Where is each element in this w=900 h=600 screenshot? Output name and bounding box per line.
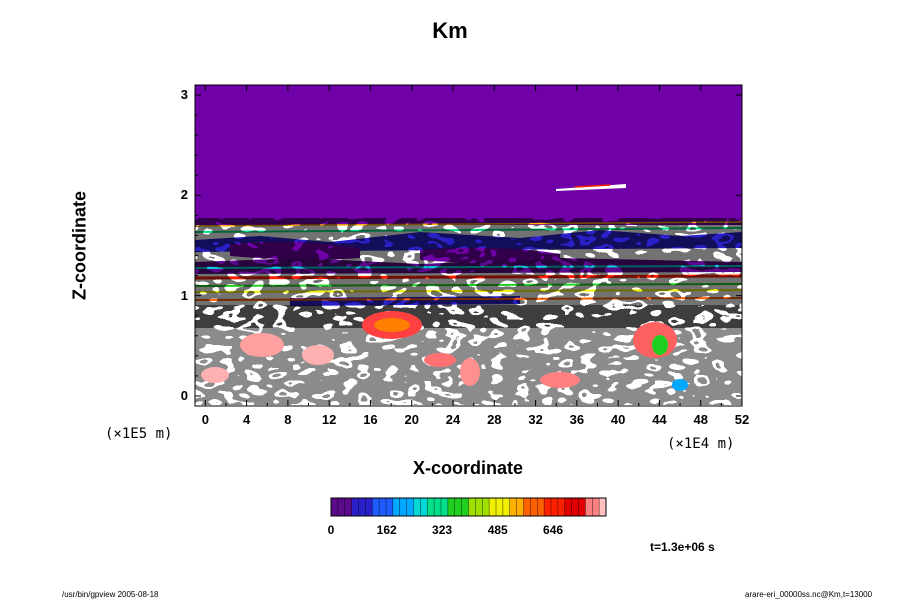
colorbar-tick-label: 323	[432, 523, 453, 537]
x-unit-label: (×1E4 m)	[667, 436, 735, 452]
colorbar-swatch	[523, 498, 531, 516]
x-tick-label: 20	[404, 412, 419, 427]
colorbar-swatch	[406, 498, 414, 516]
x-tick-label: 8	[284, 412, 292, 427]
z-unit-label: (×1E5 m)	[105, 426, 173, 442]
x-axis-label: X-coordinate	[412, 458, 523, 478]
y-tick-label: 0	[180, 387, 188, 403]
y-tick-label: 2	[180, 187, 188, 203]
colorbar-swatch	[509, 498, 518, 516]
y-tick-label: 3	[180, 87, 188, 103]
colorbar-tick-label: 485	[487, 523, 508, 537]
colorbar-swatch	[351, 498, 359, 516]
y-axis-label: Z-coordinate	[69, 191, 90, 301]
y-tick-label: 1	[180, 287, 188, 303]
colorbar-frame	[330, 497, 607, 517]
colorbar-tick-label: 0	[327, 523, 335, 537]
colorbar-swatch	[585, 498, 593, 516]
x-tick-label: 36	[569, 412, 585, 427]
colorbar-swatch	[427, 498, 435, 516]
colorbar-swatch	[344, 498, 353, 516]
colorbar-swatch	[372, 498, 380, 516]
colorbar-swatch	[564, 498, 573, 516]
colorbar-swatch	[454, 498, 463, 516]
colorbar-swatch	[475, 498, 483, 516]
colorbar-swatch	[551, 498, 559, 516]
colorbar-swatch	[502, 498, 511, 516]
y-axis-ticks	[195, 94, 742, 397]
x-tick-label: 24	[445, 412, 461, 427]
colorbar-swatch	[365, 498, 373, 516]
colorbar-swatch	[537, 498, 545, 516]
x-tick-label: 32	[528, 412, 543, 427]
colorbar-swatch	[557, 498, 566, 516]
colorbar-swatch	[441, 498, 449, 516]
colorbar	[330, 497, 607, 517]
footer-right: arare-eri_00000ss.nc@Km,t=13000	[745, 590, 873, 599]
colorbar-swatch	[379, 498, 387, 516]
colorbar-swatch	[482, 498, 490, 516]
colorbar-swatch	[544, 498, 552, 516]
x-tick-label: 44	[652, 412, 667, 427]
colorbar-swatch	[530, 498, 538, 516]
upper-layer-region	[195, 85, 742, 225]
colorbar-swatch	[468, 498, 476, 516]
colorbar-swatch	[434, 498, 442, 516]
colorbar-swatch	[461, 498, 469, 516]
colorbar-swatch	[399, 498, 408, 516]
time-label: t=1.3e+06 s	[650, 540, 715, 554]
colorbar-swatch	[578, 498, 586, 516]
x-tick-label: 16	[363, 412, 378, 427]
plot-frame	[194, 84, 743, 407]
x-tick-label: 12	[321, 412, 337, 427]
colorbar-swatch	[331, 498, 339, 516]
colorbar-tick-label: 162	[376, 523, 397, 537]
colorbar-swatch	[489, 498, 497, 516]
x-tick-label: 28	[487, 412, 502, 427]
colorbar-swatch	[337, 498, 346, 516]
colorbar-swatch	[413, 498, 421, 516]
colorbar-swatch	[420, 498, 428, 516]
footer-left: /usr/bin/gpview 2005-08-18	[62, 590, 159, 599]
colorbar-swatch	[392, 498, 401, 516]
colorbar-swatch	[496, 498, 504, 516]
x-tick-label: 48	[693, 412, 708, 427]
x-tick-label: 40	[610, 412, 626, 427]
x-tick-label: 0	[201, 412, 209, 427]
colorbar-swatch	[592, 498, 600, 516]
colorbar-swatch	[386, 498, 394, 516]
x-tick-label: 52	[734, 412, 750, 427]
colorbar-tick-label: 646	[543, 523, 564, 537]
heatmap-field	[195, 85, 742, 406]
colorbar-swatch	[516, 498, 524, 516]
colorbar-swatch	[447, 498, 456, 516]
colorbar-swatch	[599, 498, 607, 516]
chart-title: Km	[432, 18, 468, 43]
colorbar-swatch	[358, 498, 366, 516]
x-tick-label: 4	[242, 412, 251, 427]
colorbar-swatch	[571, 498, 579, 516]
x-axis-ticks	[204, 85, 743, 406]
